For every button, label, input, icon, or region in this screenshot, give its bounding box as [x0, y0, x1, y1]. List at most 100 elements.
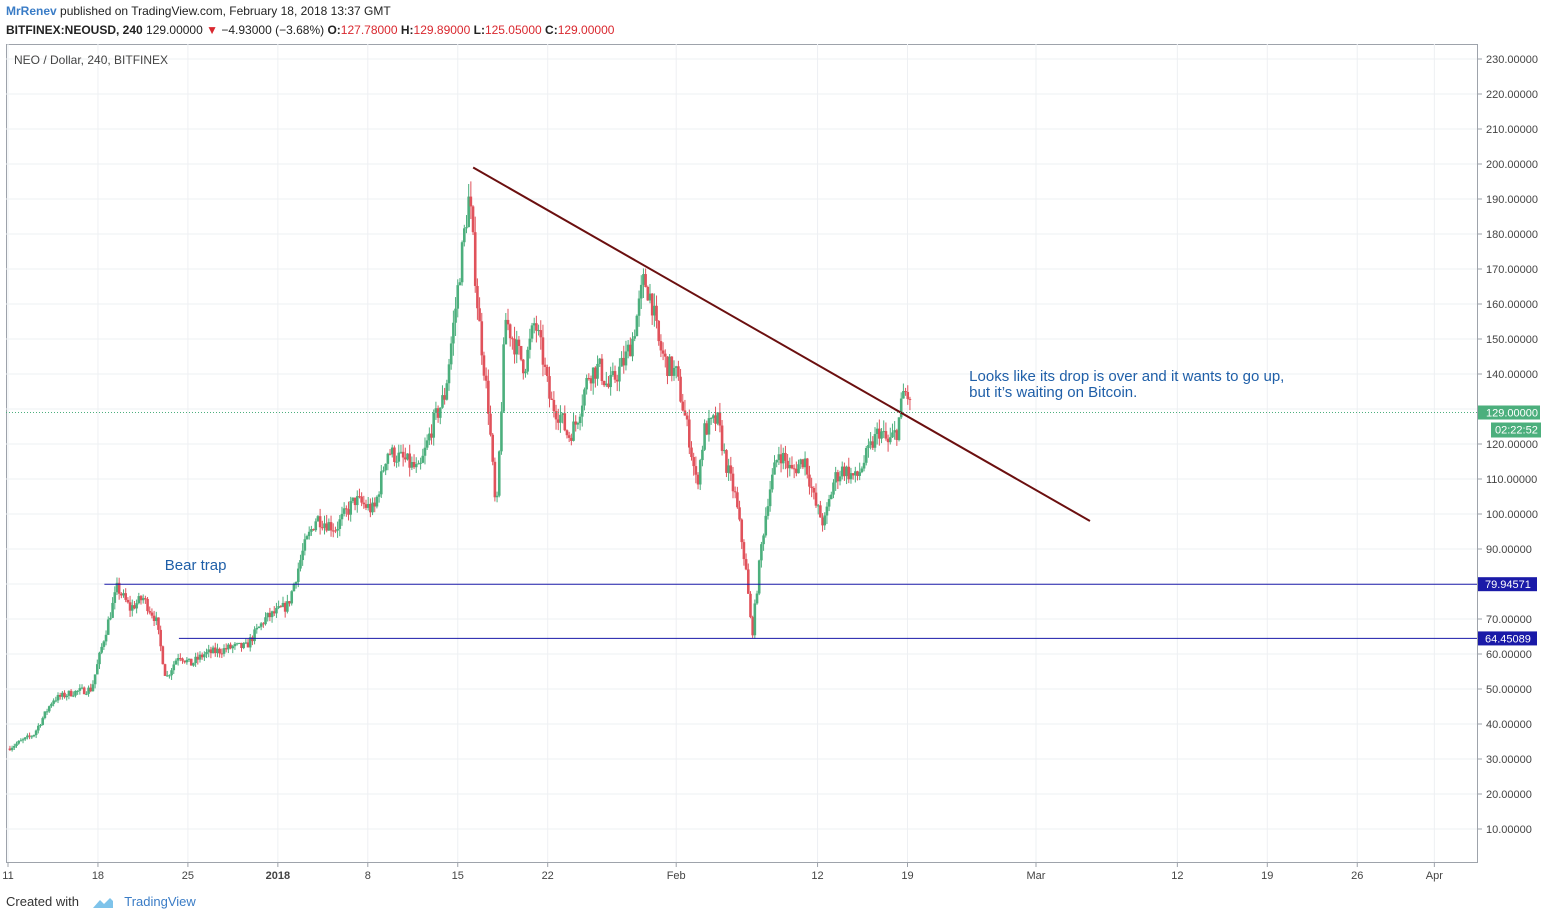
candle-body: [757, 560, 761, 594]
candle-body: [168, 675, 171, 677]
candle-body: [587, 377, 591, 379]
chart-frame: [6, 44, 1478, 863]
candle-body: [869, 441, 872, 446]
candle-body: [615, 379, 619, 382]
candle-body: [67, 690, 71, 696]
candle-body: [530, 325, 534, 339]
candle-body: [760, 544, 763, 561]
candle-body: [37, 725, 40, 731]
candle-body: [80, 687, 84, 689]
candle-body: [594, 367, 597, 379]
candle-body: [115, 582, 119, 593]
candle-body: [736, 492, 739, 508]
bear-trap-label: Bear trap: [165, 557, 227, 574]
price-tag-label: 64.45089: [1485, 633, 1531, 645]
candle-body: [727, 465, 730, 473]
candle-body: [775, 460, 778, 463]
candle-body: [705, 423, 709, 435]
candle-body: [159, 629, 162, 647]
drawings: Bear trap Looks like its drop is over and…: [6, 166, 1477, 639]
candle-body: [148, 611, 152, 613]
candle-body: [740, 519, 744, 543]
candle-body: [203, 654, 206, 658]
candle-body: [476, 285, 479, 309]
candle-body: [176, 658, 180, 661]
candle-body: [814, 492, 818, 506]
candle-body: [122, 593, 125, 596]
candle-body: [537, 330, 540, 332]
candle-body: [443, 395, 446, 400]
candle-body: [428, 433, 431, 441]
publish-info: MrRenev published on TradingView.com, Fe…: [6, 4, 391, 18]
y-tick-label: 170.00000: [1486, 264, 1538, 276]
candle-body: [622, 357, 626, 366]
candle-body: [312, 529, 315, 531]
tradingview-link[interactable]: TradingView: [124, 894, 196, 909]
candle-body: [554, 411, 558, 420]
candle-body: [211, 647, 215, 654]
candle-body: [858, 472, 861, 476]
candle-body: [301, 550, 304, 561]
candle-body: [434, 408, 438, 413]
analysis-note: Looks like its drop is over and it wants…: [969, 368, 1284, 385]
candle-body: [819, 505, 822, 518]
candle-body: [26, 735, 29, 738]
candle-body: [174, 660, 178, 665]
symbol-label: BITFINEX:NEOUSD, 240: [6, 23, 143, 37]
candle-body: [810, 486, 813, 488]
candle-body: [777, 454, 781, 461]
candle-body: [764, 515, 768, 536]
candle-body: [196, 656, 200, 660]
candle-body: [583, 389, 586, 406]
candle-body: [497, 451, 501, 496]
candle-body: [681, 401, 685, 411]
candle-body: [327, 522, 331, 531]
candle-body: [130, 605, 134, 611]
candle-body: [216, 648, 219, 654]
candle-body: [685, 415, 689, 420]
price-chart[interactable]: Bear trap Looks like its drop is over and…: [0, 0, 1549, 892]
candle-body: [543, 364, 547, 367]
candle-body: [891, 432, 894, 438]
candle-body: [224, 648, 228, 650]
last-price-tag-bg: [1478, 405, 1540, 420]
candle-body: [425, 440, 429, 448]
candle-body: [286, 601, 289, 612]
candle-body: [862, 462, 866, 469]
candle-body: [624, 351, 628, 366]
candle-body: [611, 371, 615, 375]
candle-body: [161, 646, 165, 665]
candle-body: [358, 496, 361, 498]
candle-body: [56, 694, 60, 701]
candle-body: [69, 690, 73, 697]
author-link[interactable]: MrRenev: [6, 4, 57, 18]
y-tick-label: 140.00000: [1486, 369, 1538, 381]
candle-body: [353, 497, 357, 506]
time-axis[interactable]: 11 18 25 2018 8 15 22 Feb 12 19 Mar 12 19 26 Apr: [2, 862, 1443, 882]
candle-body: [314, 521, 318, 531]
candle-body: [281, 602, 285, 607]
candle-body: [771, 474, 774, 490]
candle-body: [572, 421, 575, 441]
candle-body: [460, 242, 464, 283]
candle-body: [707, 418, 711, 435]
created-with-label: Created with: [6, 894, 79, 909]
candle-body: [432, 412, 436, 438]
candle-body: [449, 343, 453, 365]
price-axis[interactable]: 10.00000 20.00000 30.00000 40.00000 50.00000…: [1477, 54, 1541, 836]
candle-body: [277, 606, 280, 608]
candle-body: [843, 466, 846, 477]
candle-body: [43, 711, 47, 719]
candle-body: [218, 648, 221, 654]
candle-body: [792, 468, 796, 470]
candle-body: [441, 395, 444, 408]
candle-body: [786, 460, 789, 469]
candle-body: [694, 466, 698, 475]
candle-body: [884, 431, 888, 439]
candle-body: [257, 626, 261, 629]
candle-body: [633, 336, 636, 339]
candle-body: [373, 502, 377, 507]
candle-body: [290, 591, 294, 604]
countdown-tag-bg: [1491, 422, 1541, 438]
candle-body: [139, 596, 143, 601]
